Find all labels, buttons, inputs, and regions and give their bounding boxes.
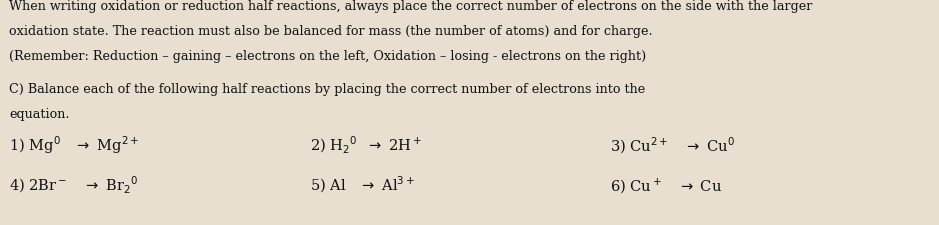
Text: 5) Al   $\rightarrow$ Al$^{3+}$: 5) Al $\rightarrow$ Al$^{3+}$ <box>310 174 415 194</box>
Text: 1) Mg$^0$   $\rightarrow$ Mg$^{2+}$: 1) Mg$^0$ $\rightarrow$ Mg$^{2+}$ <box>9 134 140 156</box>
Text: 3) Cu$^{2+}$   $\rightarrow$ Cu$^0$: 3) Cu$^{2+}$ $\rightarrow$ Cu$^0$ <box>610 135 735 155</box>
Text: 2) H$_2$$^0$  $\rightarrow$ 2H$^+$: 2) H$_2$$^0$ $\rightarrow$ 2H$^+$ <box>310 134 423 155</box>
Text: 6) Cu$^+$   $\rightarrow$ Cu: 6) Cu$^+$ $\rightarrow$ Cu <box>610 176 722 194</box>
Text: C) Balance each of the following half reactions by placing the correct number of: C) Balance each of the following half re… <box>9 82 646 95</box>
Text: equation.: equation. <box>9 107 69 120</box>
Text: 4) 2Br$^-$   $\rightarrow$ Br$_2$$^0$: 4) 2Br$^-$ $\rightarrow$ Br$_2$$^0$ <box>9 174 139 195</box>
Text: When writing oxidation or reduction half reactions, always place the correct num: When writing oxidation or reduction half… <box>9 0 813 13</box>
Text: oxidation state. The reaction must also be balanced for mass (the number of atom: oxidation state. The reaction must also … <box>9 25 653 38</box>
Text: (Remember: Reduction – gaining – electrons on the left, Oxidation – losing - ele: (Remember: Reduction – gaining – electro… <box>9 50 647 63</box>
